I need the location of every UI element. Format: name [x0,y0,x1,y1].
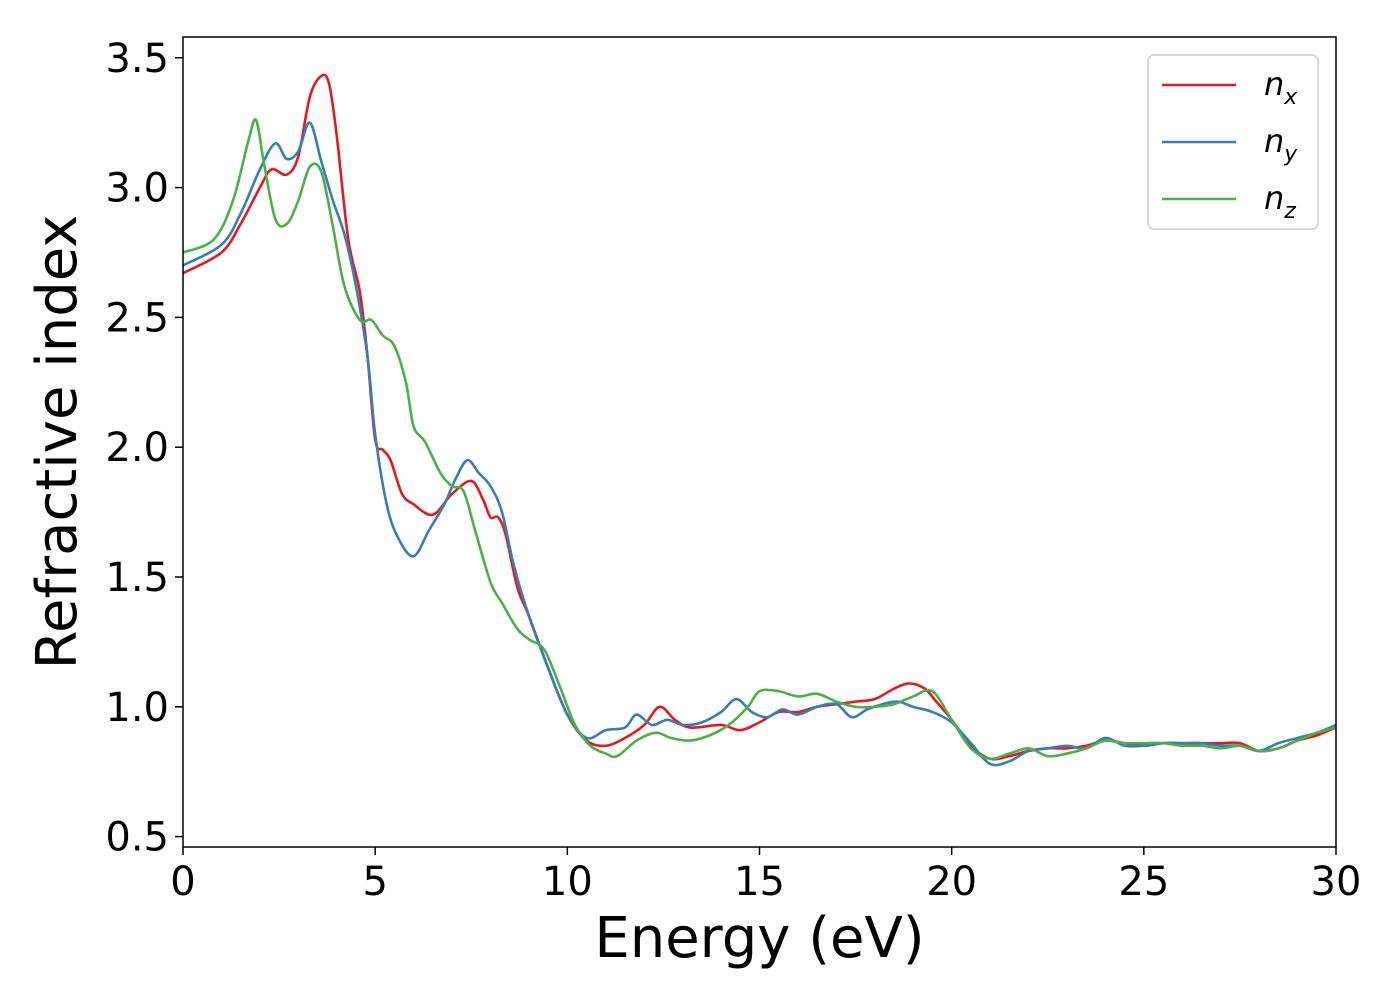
y-tick-label: 1.0 [105,685,169,731]
y-tick-label: 2.5 [105,295,169,341]
x-tick-label: 30 [1311,859,1362,905]
x-tick-label: 15 [734,859,785,905]
x-tick-label: 10 [542,859,593,905]
legend-entry-name: n [1264,179,1284,217]
x-tick-label: 25 [1118,859,1169,905]
series-layer [183,73,1336,767]
y-tick-label: 2.0 [105,425,169,471]
x-tick-label: 0 [170,859,195,905]
legend-entry-name: n [1264,65,1284,103]
y-axis-label: Refractive index [25,215,90,670]
legend-entry-subscript: y [1283,142,1298,167]
x-axis-ticks: 0 5 10 15 20 25 30 [170,847,1361,905]
y-axis-ticks: 0.5 1.0 1.5 2.0 2.5 3.0 3.5 [105,36,183,861]
legend-entry-nz: nz [1264,179,1296,224]
legend-entry-nx: nx [1264,65,1298,110]
series-line-ny [183,121,1336,767]
series-line-nz [183,118,1336,761]
y-tick-label: 1.5 [105,555,169,601]
y-tick-label: 3.0 [105,166,169,212]
legend-entry-ny: ny [1264,122,1298,167]
legend-entry-subscript: z [1283,199,1296,224]
y-tick-label: 0.5 [105,815,169,861]
legend-entry-name: n [1264,122,1284,160]
x-tick-label: 20 [926,859,977,905]
x-tick-label: 5 [362,859,387,905]
legend-entry-subscript: x [1283,85,1298,110]
x-axis-label: Energy (eV) [594,906,924,971]
y-tick-label: 3.5 [105,36,169,82]
